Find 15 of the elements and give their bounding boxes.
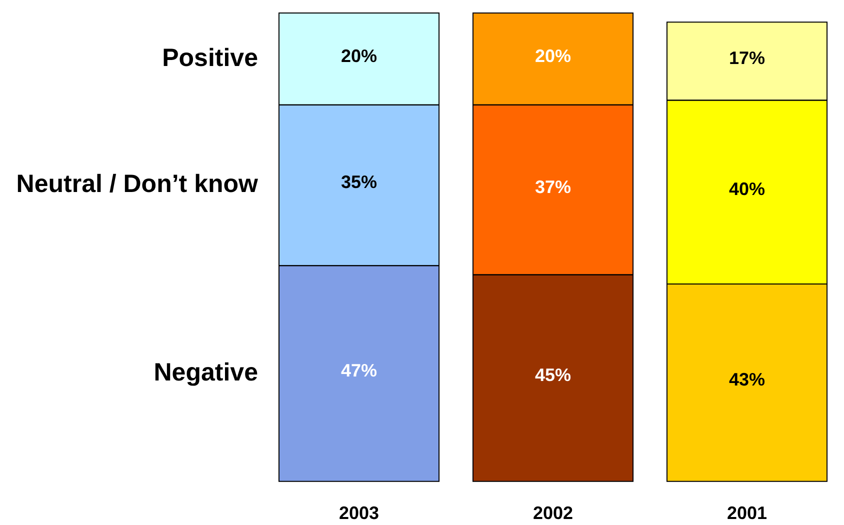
x-tick-label: 2003 (338, 503, 380, 524)
data-label: 17% (728, 48, 766, 68)
data-label: 40% (728, 179, 766, 200)
data-label: 45% (534, 365, 572, 386)
x-tick-label: 2002 (532, 503, 574, 524)
data-label: 20% (534, 46, 572, 66)
data-label: 35% (340, 172, 378, 192)
data-label: 43% (728, 370, 766, 390)
data-label: 37% (534, 176, 572, 197)
series-label: Negative (154, 358, 258, 386)
series-label: Neutral / Don’t know (16, 170, 259, 198)
x-tick-label: 2001 (726, 503, 768, 524)
data-label: 20% (340, 46, 378, 66)
series-label: Positive (162, 44, 258, 72)
data-label: 47% (340, 360, 378, 380)
